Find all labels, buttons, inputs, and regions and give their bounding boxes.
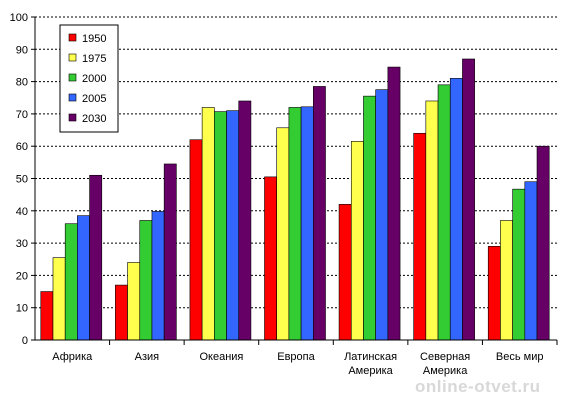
bar-2000 — [288, 107, 302, 341]
bar-1975 — [52, 257, 66, 341]
x-tick-label: Весь мир — [496, 351, 544, 363]
y-tick-label: 10 — [16, 303, 28, 315]
y-tick-label: 90 — [16, 44, 28, 56]
y-tick-label: 70 — [16, 109, 28, 121]
x-tick-label: Америка — [423, 365, 468, 377]
y-tick-label: 40 — [16, 206, 28, 218]
bar-2030 — [312, 86, 326, 341]
bar-2000 — [139, 220, 153, 341]
bar-2000 — [512, 188, 526, 341]
x-tick-label: Европа — [277, 351, 315, 363]
bar-2030 — [536, 145, 550, 341]
bar-1950 — [40, 291, 54, 341]
y-tick-label: 80 — [16, 77, 28, 89]
legend-swatch-2000 — [68, 73, 77, 82]
legend-label-2030: 2030 — [82, 113, 106, 125]
watermark: online-otvet.ru — [415, 377, 541, 396]
bar-1975 — [350, 141, 364, 341]
bar-2005 — [375, 89, 389, 341]
x-tick-label: Северная — [420, 351, 470, 363]
bar-2000 — [64, 223, 78, 341]
bar-1975 — [127, 262, 141, 341]
bar-1950 — [115, 284, 128, 341]
bar-2030 — [387, 66, 401, 341]
legend-swatch-1975 — [68, 53, 77, 62]
x-tick-label: Америка — [348, 365, 393, 377]
y-axis: 0 10 20 30 40 50 60 70 80 90 100 — [10, 12, 36, 347]
y-tick-label: 60 — [16, 141, 28, 153]
bar-1975 — [201, 107, 215, 341]
bars — [40, 58, 550, 341]
bar-2005 — [77, 215, 90, 341]
bar-1950 — [189, 139, 203, 341]
legend-label-1975: 1975 — [82, 53, 106, 65]
bar-2000 — [363, 95, 376, 341]
y-tick-label: 20 — [16, 270, 28, 282]
bar-2030 — [238, 100, 252, 341]
bar-2005 — [226, 110, 240, 341]
bar-2030 — [163, 163, 177, 341]
legend-swatch-2005 — [68, 93, 77, 102]
bar-1950 — [487, 246, 501, 341]
bar-1975 — [276, 127, 290, 341]
x-tick-label: Африка — [52, 351, 93, 363]
y-tick-label: 50 — [16, 174, 28, 186]
bar-1950 — [264, 176, 277, 341]
bar-2000 — [214, 111, 227, 341]
x-axis: Африка Азия Океания Европа Латинская Америка С… — [35, 339, 558, 377]
y-tick-label: 30 — [16, 238, 28, 250]
bar-2030 — [462, 58, 475, 341]
bar-1975 — [500, 220, 513, 341]
y-tick-label: 100 — [10, 12, 28, 24]
legend-label-2000: 2000 — [82, 73, 106, 85]
bar-2005 — [300, 106, 314, 341]
x-tick-label: Азия — [135, 351, 160, 363]
legend-label-2005: 2005 — [82, 93, 106, 105]
x-tick-label: Латинская — [344, 351, 397, 363]
y-tick-label: 0 — [22, 335, 28, 347]
x-tick-label: Океания — [199, 351, 243, 363]
legend-swatch-1950 — [68, 33, 77, 42]
bar-2005 — [524, 181, 538, 341]
legend-swatch-2030 — [68, 113, 77, 122]
bar-2030 — [89, 174, 103, 341]
legend-label-1950: 1950 — [82, 33, 106, 45]
bar-1975 — [425, 100, 439, 341]
legend: 1950 1975 2000 2005 2030 — [59, 24, 119, 133]
bar-1950 — [413, 132, 427, 341]
bar-1950 — [338, 204, 352, 341]
bar-2000 — [437, 84, 451, 341]
bar-2005 — [449, 78, 463, 341]
bar-2005 — [151, 211, 165, 341]
